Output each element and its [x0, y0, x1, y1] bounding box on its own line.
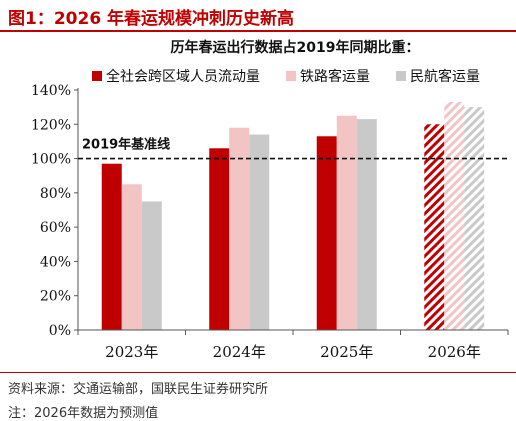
bar-1-2	[336, 115, 357, 330]
legend-swatch-0	[92, 71, 102, 81]
y-tick-label-2: 40%	[40, 254, 71, 270]
bar-2-2	[356, 119, 377, 331]
y-axis: 0% 20% 40% 60% 80% 100% 120% 140%	[31, 83, 79, 339]
x-tick-label-0: 2023年	[105, 343, 158, 361]
bar-2-3	[464, 107, 485, 331]
y-tick-label-7: 140%	[31, 83, 71, 99]
title-divider	[0, 30, 516, 32]
bar-chart: 历年春运出行数据占2019年同期比重： 全社会跨区域人员流动量 铁路客运量 民航客运…	[31, 39, 509, 361]
bar-0-0	[101, 163, 122, 330]
legend-label-0: 全社会跨区域人员流动量	[106, 68, 260, 85]
bar-0-1	[209, 148, 230, 330]
legend-swatch-1	[286, 71, 296, 81]
bar-1-3	[444, 102, 465, 330]
bar-0-3	[424, 124, 445, 331]
y-tick-label-4: 80%	[40, 186, 71, 202]
bar-2-1	[249, 134, 270, 330]
baseline-2019-label: 2019年基准线	[82, 137, 170, 153]
source-note: 资料来源：交通运输部，国联民生证券研究所	[8, 382, 269, 397]
legend-label-1: 铁路客运量	[300, 68, 370, 85]
bar-0-2	[316, 136, 337, 330]
figure-title: 图1：2026 年春运规模冲刺历史新高	[8, 9, 295, 29]
y-tick-label-5: 100%	[31, 152, 71, 168]
bar-1-1	[229, 127, 250, 330]
y-tick-label-3: 60%	[40, 220, 71, 236]
bars	[101, 102, 485, 331]
legend-swatch-2	[396, 71, 406, 81]
source-divider	[0, 372, 516, 373]
chart-title: 历年春运出行数据占2019年同期比重：	[171, 39, 420, 56]
x-axis: 2023年 2024年 2025年 2026年	[77, 329, 509, 361]
x-tick-label-3: 2026年	[428, 343, 481, 361]
y-tick-label-0: 0%	[49, 323, 71, 339]
legend: 全社会跨区域人员流动量 铁路客运量 民航客运量	[92, 68, 480, 85]
y-tick-label-1: 20%	[40, 289, 71, 305]
reference-line: 2019年基准线	[78, 137, 508, 160]
y-tick-label-6: 120%	[31, 117, 71, 133]
legend-label-2: 民航客运量	[410, 68, 480, 85]
x-tick-label-2: 2025年	[320, 343, 373, 361]
x-tick-label-1: 2024年	[213, 343, 266, 361]
bar-2-0	[141, 201, 162, 330]
bar-1-0	[121, 184, 142, 330]
